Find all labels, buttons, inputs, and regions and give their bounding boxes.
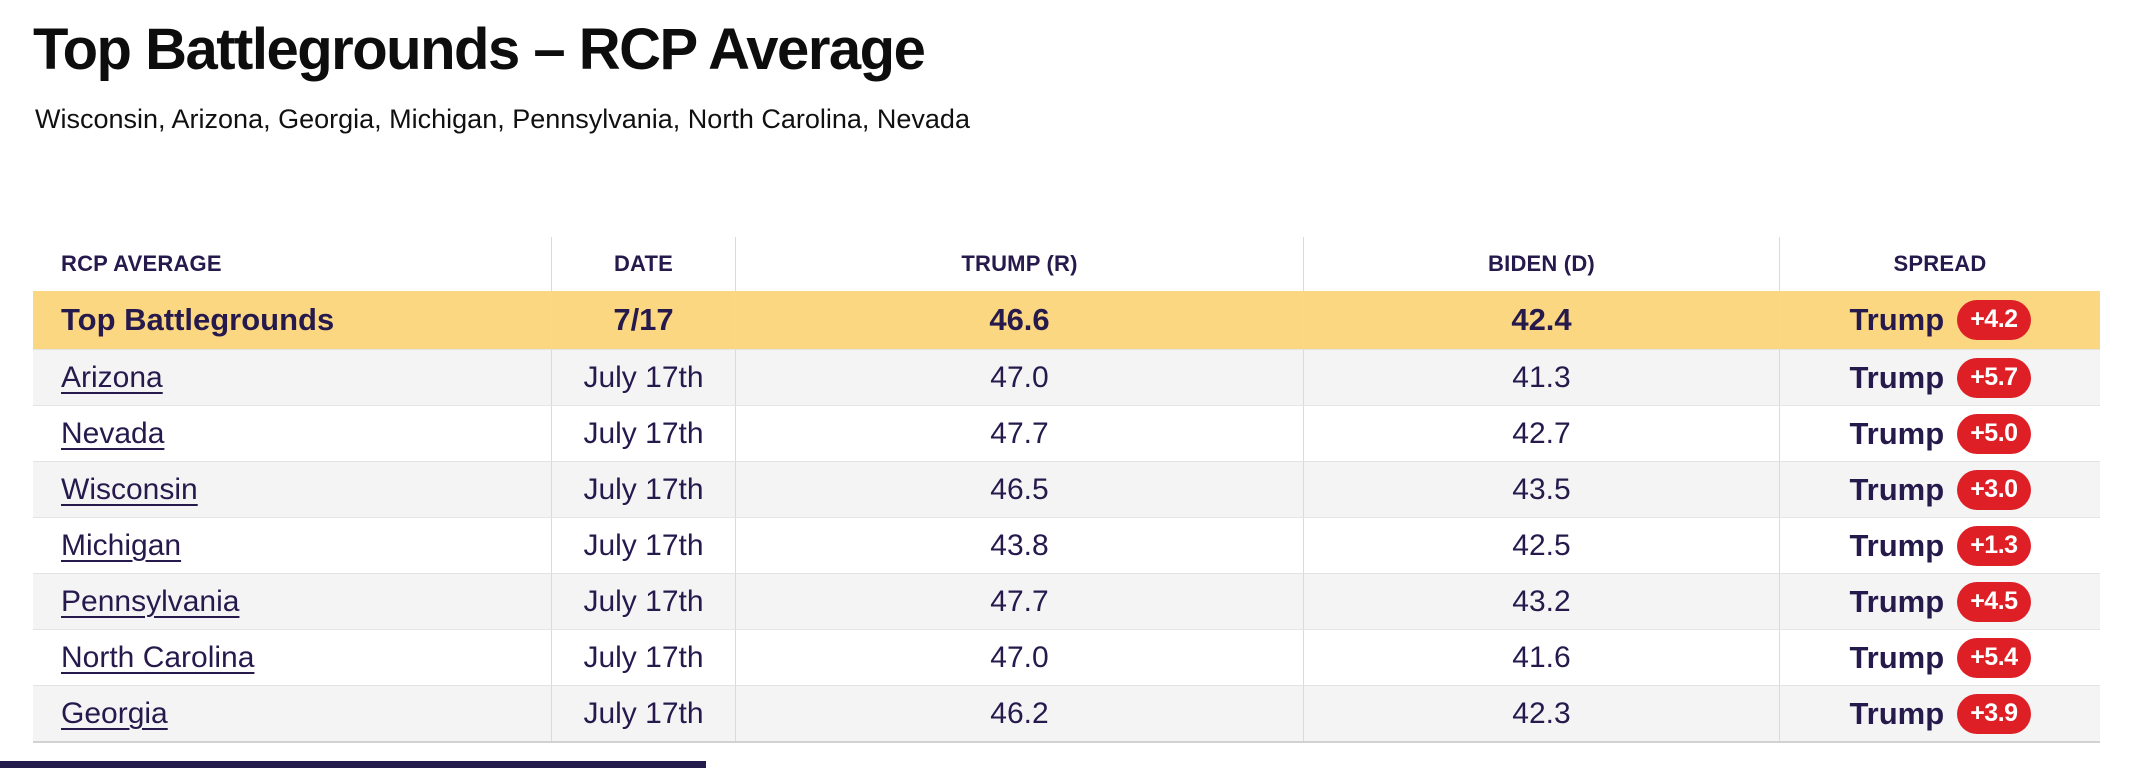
date-cell: July 17th — [552, 349, 736, 405]
state-link-wisconsin[interactable]: Wisconsin — [61, 472, 198, 506]
summary-trump-value: 46.6 — [736, 291, 1304, 349]
spread-leader: Trump — [1849, 471, 1945, 507]
trump-value: 47.0 — [736, 349, 1304, 405]
spread-cell: Trump +3.0 — [1780, 461, 2100, 517]
trump-value: 47.0 — [736, 629, 1304, 685]
spread-badge: +5.4 — [1957, 637, 2031, 678]
spread-badge: +3.0 — [1957, 469, 2031, 510]
biden-value: 41.6 — [1304, 629, 1780, 685]
date-cell: July 17th — [552, 685, 736, 741]
spread-cell: Trump +3.9 — [1780, 685, 2100, 741]
spread-leader: Trump — [1849, 695, 1945, 731]
date-cell: July 17th — [552, 405, 736, 461]
column-header-rcp-average: RCP AVERAGE — [33, 237, 552, 291]
biden-value: 43.2 — [1304, 573, 1780, 629]
date-cell: July 17th — [552, 573, 736, 629]
summary-biden-value: 42.4 — [1304, 291, 1780, 349]
spread-cell: Trump +5.4 — [1780, 629, 2100, 685]
spread-badge: +5.7 — [1957, 357, 2031, 398]
spread-cell: Trump +4.5 — [1780, 573, 2100, 629]
date-cell: July 17th — [552, 461, 736, 517]
trump-value: 43.8 — [736, 517, 1304, 573]
column-header-spread: SPREAD — [1893, 251, 1987, 276]
biden-value: 41.3 — [1304, 349, 1780, 405]
state-link-nevada[interactable]: Nevada — [61, 416, 165, 450]
spread-badge: +4.2 — [1957, 300, 2031, 340]
state-link-north-carolina[interactable]: North Carolina — [61, 640, 255, 674]
biden-value: 43.5 — [1304, 461, 1780, 517]
spread-badge: +1.3 — [1957, 525, 2031, 566]
state-link-arizona[interactable]: Arizona — [61, 360, 163, 394]
spread-leader: Trump — [1849, 583, 1945, 619]
trump-value: 47.7 — [736, 405, 1304, 461]
date-cell: July 17th — [552, 517, 736, 573]
summary-date: 7/17 — [552, 291, 736, 349]
spread-badge: +3.9 — [1957, 693, 2031, 734]
column-header-date: DATE — [552, 237, 736, 291]
footer-bar — [0, 761, 706, 768]
column-header-trump: TRUMP (R) — [736, 237, 1304, 291]
spread-leader: Trump — [1849, 527, 1945, 563]
state-link-georgia[interactable]: Georgia — [61, 696, 168, 730]
biden-value: 42.5 — [1304, 517, 1780, 573]
page-subtitle: Wisconsin, Arizona, Georgia, Michigan, P… — [35, 104, 970, 134]
polling-average-table: RCP AVERAGE DATE TRUMP (R) BIDEN (D) SPR… — [33, 237, 2100, 743]
trump-value: 46.5 — [736, 461, 1304, 517]
spread-cell: Trump +5.7 — [1780, 349, 2100, 405]
biden-value: 42.7 — [1304, 405, 1780, 461]
spread-leader: Trump — [1849, 302, 1945, 337]
page-title: Top Battlegrounds – RCP Average — [33, 17, 926, 82]
summary-label: Top Battlegrounds — [33, 291, 552, 349]
biden-value: 42.3 — [1304, 685, 1780, 741]
column-header-biden: BIDEN (D) — [1304, 237, 1780, 291]
spread-leader: Trump — [1849, 359, 1945, 395]
spread-badge: +4.5 — [1957, 581, 2031, 622]
state-link-michigan[interactable]: Michigan — [61, 528, 182, 562]
summary-spread: Trump +4.2 — [1780, 291, 2100, 349]
spread-cell: Trump +5.0 — [1780, 405, 2100, 461]
spread-leader: Trump — [1849, 415, 1945, 451]
trump-value: 46.2 — [736, 685, 1304, 741]
spread-leader: Trump — [1849, 639, 1945, 675]
state-link-pennsylvania[interactable]: Pennsylvania — [61, 584, 240, 618]
spread-badge: +5.0 — [1957, 413, 2031, 454]
trump-value: 47.7 — [736, 573, 1304, 629]
date-cell: July 17th — [552, 629, 736, 685]
spread-cell: Trump +1.3 — [1780, 517, 2100, 573]
